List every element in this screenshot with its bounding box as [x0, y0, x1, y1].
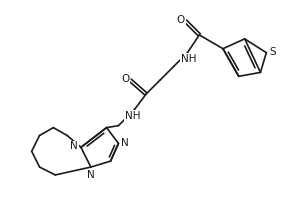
- Text: S: S: [269, 47, 276, 57]
- Text: N: N: [87, 170, 95, 180]
- Text: N: N: [122, 138, 129, 148]
- Text: NH: NH: [124, 111, 140, 121]
- Text: NH: NH: [181, 54, 196, 64]
- Text: O: O: [121, 74, 130, 84]
- Text: O: O: [176, 15, 185, 25]
- Text: N: N: [70, 141, 78, 151]
